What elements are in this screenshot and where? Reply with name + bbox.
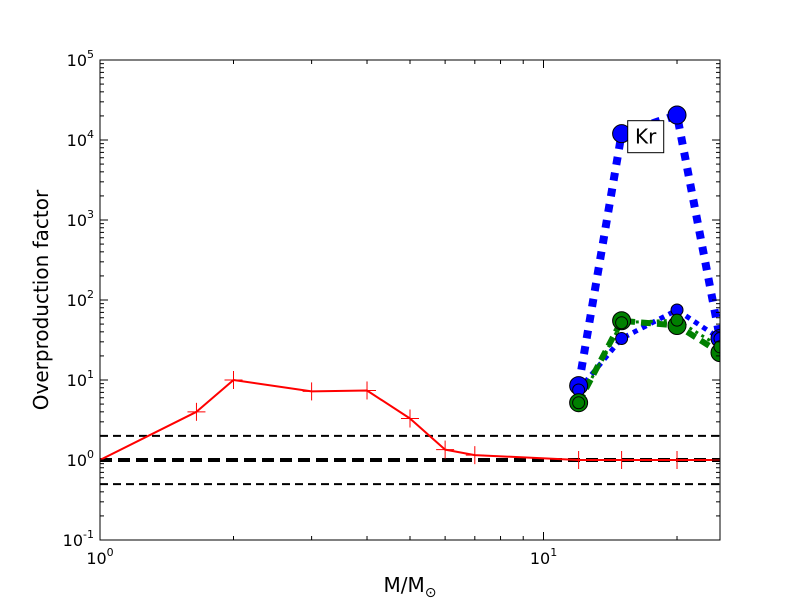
y-tick-label: 104 (67, 128, 94, 150)
y-tick-label: 103 (67, 208, 94, 230)
x-axis-label: M/M⊙ (384, 573, 437, 600)
data-point (615, 332, 629, 346)
data-point (670, 313, 684, 327)
y-tick-label: 100 (67, 448, 94, 470)
data-point (667, 105, 687, 125)
series-line (575, 317, 720, 405)
y-tick-label: 102 (67, 288, 94, 310)
y-tick-label: 10-1 (63, 528, 94, 550)
annotation-layer: Kr (627, 120, 665, 154)
y-tick-label: 105 (67, 48, 94, 70)
series-layer (100, 105, 720, 469)
x-tick-label: 101 (530, 546, 557, 568)
data-point (572, 396, 586, 410)
annotation-box (627, 120, 665, 154)
annotation-label: Kr (635, 125, 657, 149)
y-tick-label: 101 (67, 368, 94, 390)
series-line (100, 379, 720, 461)
y-axis-label: Overproduction factor (29, 189, 53, 410)
data-point (615, 316, 629, 330)
data-point (713, 340, 720, 354)
x-tick-label: 100 (86, 546, 113, 568)
reference-lines (100, 434, 720, 486)
